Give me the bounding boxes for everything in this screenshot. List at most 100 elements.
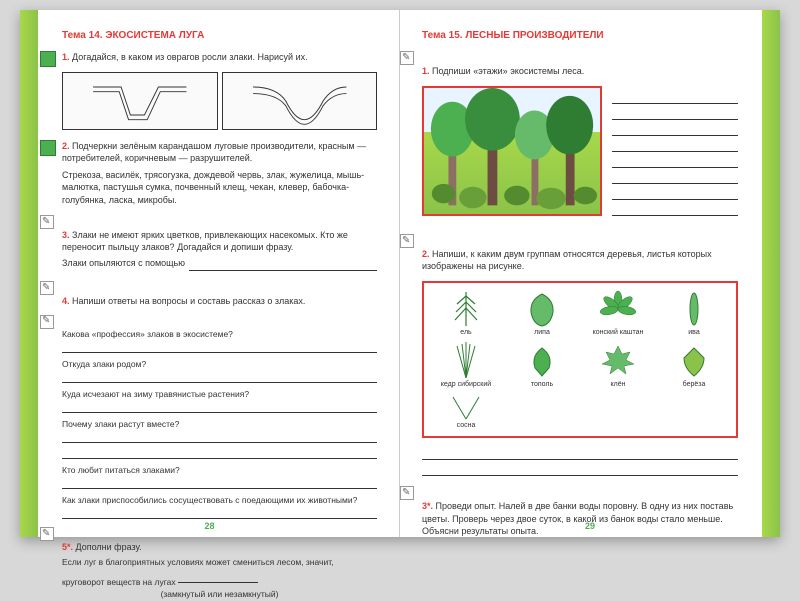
- fill-prompt: Злаки опыляются с помощью: [62, 257, 185, 273]
- task-number: 2.: [62, 141, 70, 151]
- leaf-label: сосна: [430, 422, 502, 430]
- ravine-1: [62, 72, 218, 130]
- task-1-right: 1. Подпиши «этажи» экосистемы леса.: [422, 51, 738, 78]
- question-text: Куда исчезают на зиму травянистые растен…: [62, 389, 249, 399]
- task-text: Подпиши «этажи» экосистемы леса.: [432, 66, 584, 76]
- leaf-cell: клён: [582, 341, 654, 389]
- leaf-birch-icon: [658, 341, 730, 381]
- blank-line: [62, 445, 377, 459]
- leaf-willow-icon: [658, 289, 730, 329]
- pen-icon: [400, 51, 414, 65]
- question-5: Кто любит питаться злаками?: [62, 465, 377, 489]
- leaf-cedar-icon: [430, 341, 502, 381]
- question-6: Как злаки приспособились сосуществовать …: [62, 495, 377, 519]
- leaf-cell: тополь: [506, 341, 578, 389]
- blank-line: [612, 186, 738, 200]
- blank-line: [612, 90, 738, 104]
- blank-line: [422, 462, 738, 476]
- task-number: 3*.: [422, 501, 433, 511]
- fill-text: Если луг в благоприятных условиях может …: [62, 557, 377, 601]
- forest-illustration: [422, 86, 602, 216]
- task-text: Дополни фразу.: [76, 542, 142, 552]
- task-text: Догадайся, в каком из оврагов росли злак…: [72, 52, 308, 62]
- leaf-chestnut-icon: [582, 289, 654, 329]
- leaf-poplar-icon: [506, 341, 578, 381]
- leaf-cell: конский каштан: [582, 289, 654, 337]
- blank-line: [612, 122, 738, 136]
- leaf-label: берёза: [658, 381, 730, 389]
- task-3: 3. Злаки не имеют ярких цветков, привлек…: [62, 215, 377, 273]
- leaves-grid: ель липа конский каштан ива кедр сибирск…: [422, 281, 738, 438]
- task-number: 4.: [62, 296, 70, 306]
- task-number: 1.: [422, 66, 430, 76]
- leaf-spruce-icon: [430, 289, 502, 329]
- page-right: Тема 15. ЛЕСНЫЕ ПРОИЗВОДИТЕЛИ 1. Подпиши…: [400, 10, 780, 537]
- pen-icon: [400, 486, 414, 500]
- question-text: Кто любит питаться злаками?: [62, 465, 180, 475]
- leaf-label: кедр сибирский: [430, 381, 502, 389]
- task-text: Подчеркни зелёным карандашом луговые про…: [62, 141, 366, 164]
- leaf-label: клён: [582, 381, 654, 389]
- leaf-label: ива: [658, 329, 730, 337]
- task-text: Напиши ответы на вопросы и составь расск…: [72, 296, 305, 306]
- task-number: 2.: [422, 249, 430, 259]
- fill-hint: (замкнутый или незамкнутый): [62, 589, 377, 601]
- blank-line: [62, 429, 377, 443]
- task-2: 2. Подчеркни зелёным карандашом луговые …: [62, 140, 377, 207]
- leaf-cell: кедр сибирский: [430, 341, 502, 389]
- leaf-cell: ива: [658, 289, 730, 337]
- page-left: Тема 14. ЭКОСИСТЕМА ЛУГА 1. Догадайся, в…: [20, 10, 400, 537]
- topic-title-right: Тема 15. ЛЕСНЫЕ ПРОИЗВОДИТЕЛИ: [422, 30, 738, 41]
- task-3-right: 3*. Проведи опыт. Налей в две банки воды…: [422, 486, 738, 538]
- blank-line: [422, 446, 738, 460]
- ravine-2: [222, 72, 378, 130]
- topic-title-left: Тема 14. ЭКОСИСТЕМА ЛУГА: [62, 30, 377, 41]
- question-2: Откуда злаки родом?: [62, 359, 377, 383]
- leaf-cell: сосна: [430, 394, 502, 430]
- margin-strip: [762, 10, 780, 537]
- pen-icon: [40, 527, 54, 541]
- question-4: Почему злаки растут вместе?: [62, 419, 377, 459]
- blank-line: [62, 399, 377, 413]
- blank-line: [612, 202, 738, 216]
- forest-svg: [424, 88, 600, 215]
- page-number: 28: [204, 521, 214, 531]
- blank-line: [178, 569, 258, 583]
- task-text: Проведи опыт. Налей в две банки воды пор…: [422, 501, 733, 536]
- task-1: 1. Догадайся, в каком из оврагов росли з…: [62, 51, 377, 64]
- leaf-linden-icon: [506, 289, 578, 329]
- species-list: Стрекоза, василёк, трясогузка, дождевой …: [62, 169, 377, 207]
- task-text: Злаки не имеют ярких цветков, привлекающ…: [62, 230, 348, 253]
- blank-line: [189, 257, 377, 271]
- task-4: 4. Напиши ответы на вопросы и составь ра…: [62, 281, 377, 308]
- forest-section: [422, 86, 738, 224]
- pen-icon: [40, 281, 54, 295]
- leaf-cell: липа: [506, 289, 578, 337]
- blank-line: [62, 339, 377, 353]
- blank-line: [612, 154, 738, 168]
- task-number: 5*.: [62, 542, 73, 552]
- task-2-right: 2. Напиши, к каким двум группам относятс…: [422, 234, 738, 273]
- leaf-pine-icon: [430, 394, 502, 422]
- leaf-label: липа: [506, 329, 578, 337]
- question-text: Какова «профессия» злаков в экосистеме?: [62, 329, 233, 339]
- workbook-spread: Тема 14. ЭКОСИСТЕМА ЛУГА 1. Догадайся, в…: [20, 10, 780, 537]
- leaf-label: ель: [430, 329, 502, 337]
- question-1: Какова «профессия» злаков в экосистеме?: [62, 315, 377, 353]
- task-number: 1.: [62, 52, 70, 62]
- question-text: Как злаки приспособились сосуществовать …: [62, 495, 357, 505]
- question-text: Откуда злаки родом?: [62, 359, 146, 369]
- task-text: Напиши, к каким двум группам относятся д…: [422, 249, 712, 272]
- blank-line: [612, 106, 738, 120]
- book-icon: [40, 140, 56, 156]
- question-3: Куда исчезают на зиму травянистые растен…: [62, 389, 377, 413]
- leaf-label: конский каштан: [582, 329, 654, 337]
- question-text: Почему злаки растут вместе?: [62, 419, 179, 429]
- pen-icon: [40, 315, 54, 329]
- page-number: 29: [585, 521, 595, 531]
- pen-icon: [400, 234, 414, 248]
- margin-strip: [20, 10, 38, 537]
- leaf-cell: берёза: [658, 341, 730, 389]
- forest-answer-lines: [612, 86, 738, 218]
- leaf-maple-icon: [582, 341, 654, 381]
